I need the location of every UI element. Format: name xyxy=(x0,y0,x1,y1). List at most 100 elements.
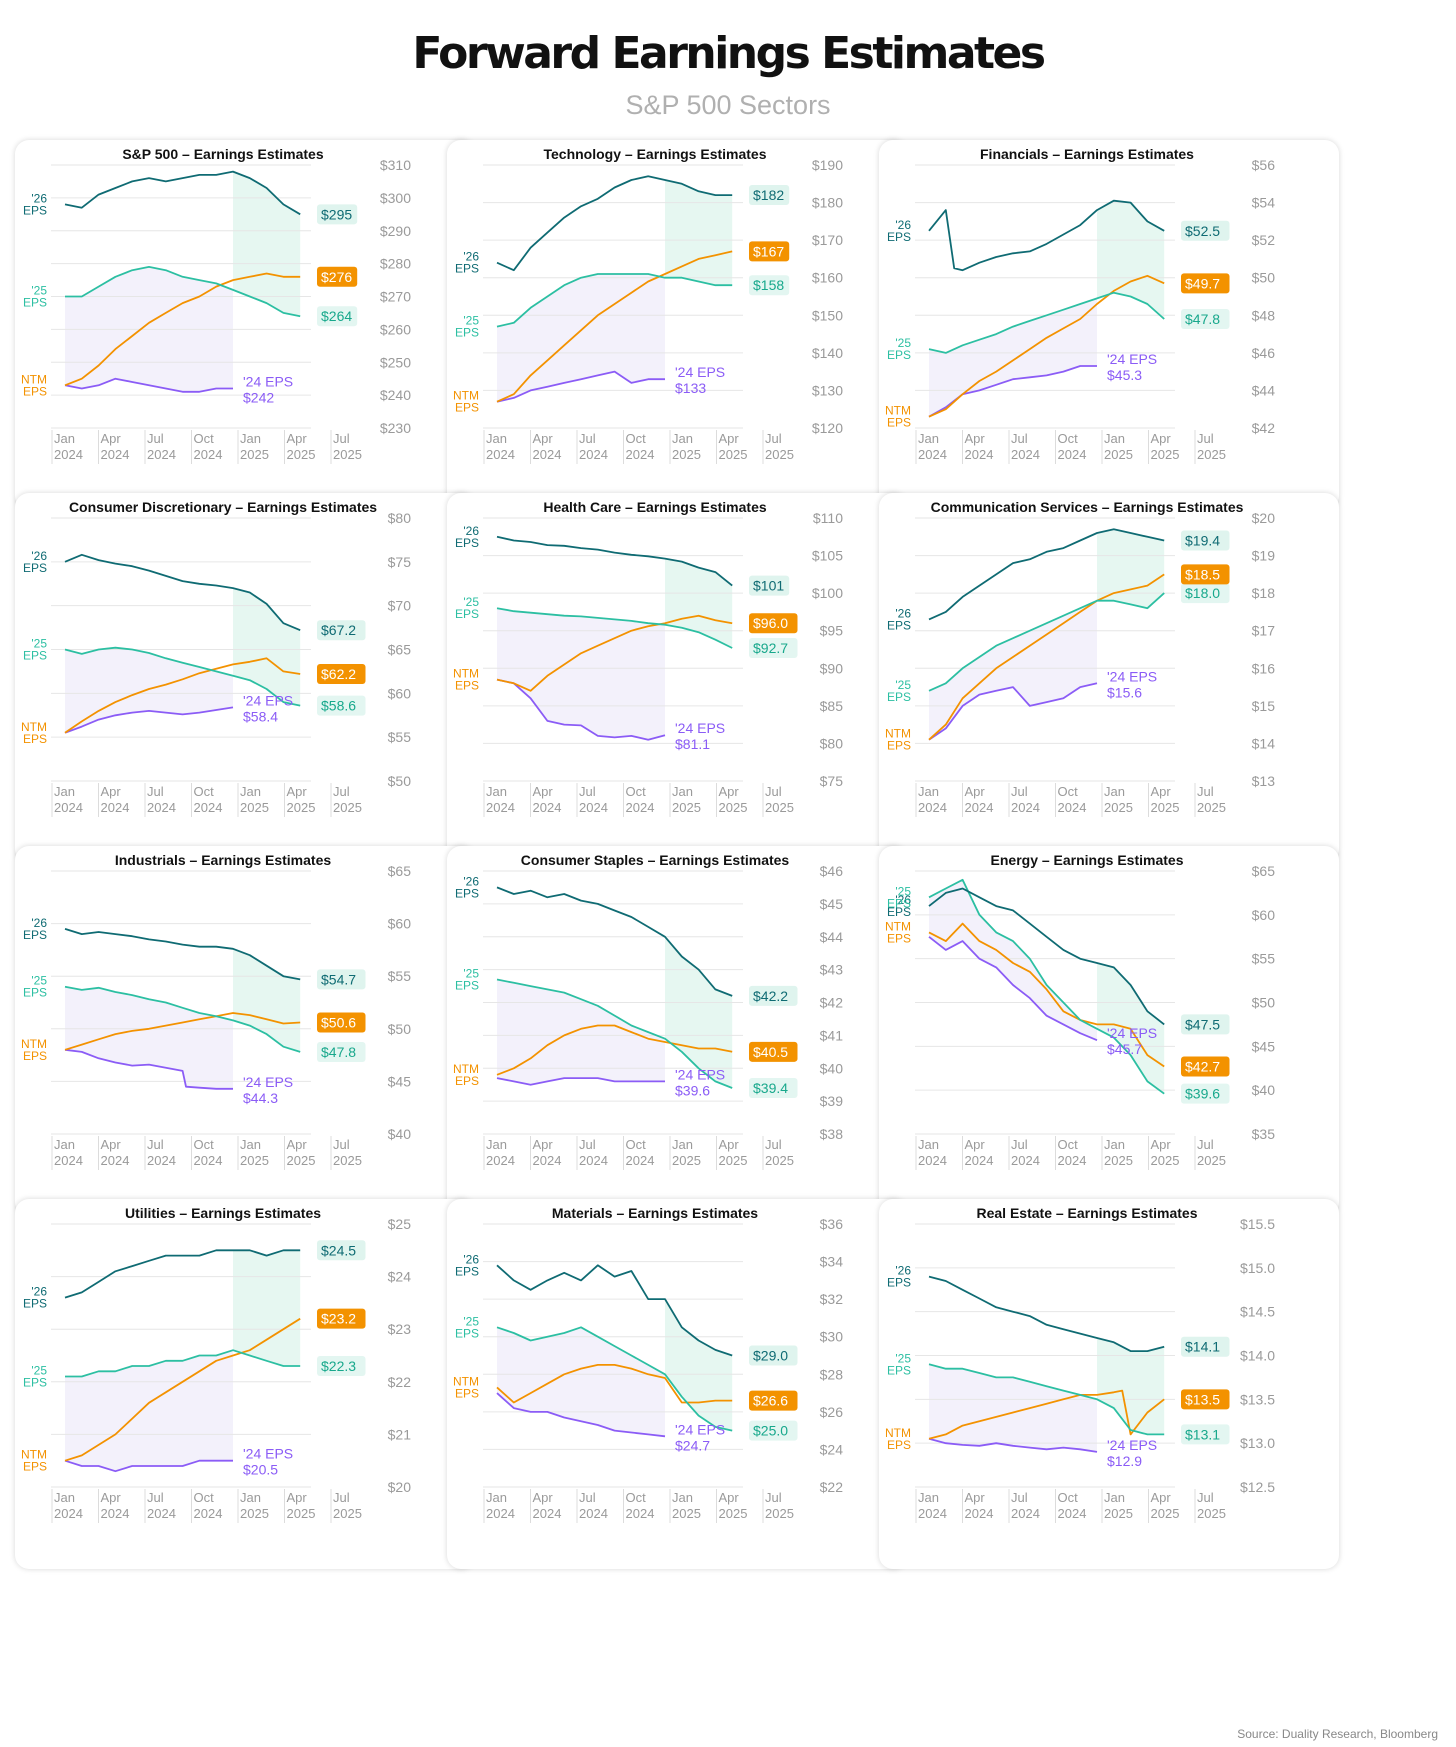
x-tick-month: Jan xyxy=(240,1490,261,1505)
end-label-box xyxy=(749,575,790,596)
series-start-label: '26 xyxy=(895,218,911,232)
series-line-ntm xyxy=(496,250,733,403)
x-tick-year: 2024 xyxy=(1011,800,1040,815)
end-label-24-title: '24 EPS xyxy=(1107,668,1157,684)
series-line-ntm xyxy=(496,1364,733,1404)
end-label: $92.7 xyxy=(753,640,788,656)
series-start-label: NTM xyxy=(453,667,479,681)
shade-green xyxy=(1097,200,1165,320)
y-tick-label: $50 xyxy=(1252,270,1276,286)
end-label: $45.3 xyxy=(1107,367,1142,383)
chart-card: Consumer Discretionary – Earnings Estima… xyxy=(15,493,475,863)
series-line-eps24 xyxy=(64,1048,233,1090)
series-start-label: '25 xyxy=(895,678,911,692)
y-tick-label: $14.0 xyxy=(1240,1348,1275,1364)
series-line-eps25 xyxy=(64,646,301,707)
chart-svg: Utilities – Earnings Estimates $25 $24 $23 $… xyxy=(21,1205,412,1523)
series-start-label: EPS xyxy=(887,348,911,362)
series-start-label: '25 xyxy=(895,884,911,898)
y-tick-label: $50 xyxy=(388,1021,412,1037)
x-tick-year: 2024 xyxy=(965,800,994,815)
series-start-label: NTM xyxy=(453,389,479,403)
series-start-label: NTM xyxy=(885,404,911,418)
series-line-eps26 xyxy=(928,1275,1165,1352)
y-tick-label: $14 xyxy=(1252,735,1276,751)
y-tick-label: $43 xyxy=(820,962,844,978)
x-tick-year: 2024 xyxy=(147,800,176,815)
y-tick-label: $300 xyxy=(380,190,411,206)
series-start-label: NTM xyxy=(885,1426,911,1440)
y-tick-label: $55 xyxy=(388,729,412,745)
series-start-label: EPS xyxy=(23,296,47,310)
chart-card: Utilities – Earnings Estimates $25 $24 $23 $… xyxy=(15,1199,475,1569)
series-line-eps26 xyxy=(64,928,301,981)
series-line-eps26 xyxy=(928,528,1165,621)
x-tick-year: 2025 xyxy=(240,447,269,462)
x-tick-year: 2025 xyxy=(1197,1506,1226,1521)
y-tick-label: $28 xyxy=(820,1366,844,1382)
y-tick-label: $310 xyxy=(380,157,411,173)
y-tick-label: $15.0 xyxy=(1240,1260,1275,1276)
end-label: $81.1 xyxy=(675,736,710,752)
x-tick-year: 2025 xyxy=(240,800,269,815)
end-label: $22.3 xyxy=(321,1358,356,1374)
chart-svg: Energy – Earnings Estimates $65 $60 $55 $50 $… xyxy=(885,852,1276,1170)
x-tick-month: Jan xyxy=(54,431,75,446)
y-tick-label: $35 xyxy=(1252,1126,1276,1142)
x-tick-year: 2025 xyxy=(333,1506,362,1521)
x-tick-month: Jan xyxy=(672,1137,693,1152)
series-start-label: NTM xyxy=(21,372,47,386)
x-tick-month: Jul xyxy=(1197,431,1214,446)
y-tick-label: $80 xyxy=(388,510,412,526)
x-tick-month: Oct xyxy=(626,431,647,446)
x-tick-year: 2024 xyxy=(194,447,223,462)
series-line-eps26 xyxy=(64,170,301,216)
end-label: $18.5 xyxy=(1185,566,1220,582)
y-tick-label: $32 xyxy=(820,1291,844,1307)
y-tick-label: $22 xyxy=(820,1479,844,1495)
series-line-eps24 xyxy=(64,377,233,393)
x-tick-year: 2024 xyxy=(626,447,655,462)
x-tick-year: 2024 xyxy=(101,1506,130,1521)
x-tick-year: 2024 xyxy=(101,800,130,815)
y-tick-label: $48 xyxy=(1252,307,1276,323)
x-tick-year: 2025 xyxy=(1151,447,1180,462)
x-tick-year: 2024 xyxy=(1058,447,1087,462)
end-label: $47.5 xyxy=(1185,1016,1220,1032)
x-tick-year: 2024 xyxy=(1011,447,1040,462)
y-tick-label: $34 xyxy=(820,1254,844,1270)
end-label-box xyxy=(749,185,790,206)
y-tick-label: $41 xyxy=(820,1027,844,1043)
x-tick-month: Apr xyxy=(1151,1137,1172,1152)
x-tick-year: 2024 xyxy=(486,800,515,815)
x-tick-year: 2025 xyxy=(672,447,701,462)
chart-svg: Health Care – Earnings Estimates $110 $105… xyxy=(453,499,843,817)
x-tick-year: 2024 xyxy=(194,800,223,815)
x-tick-month: Oct xyxy=(626,1137,647,1152)
end-label: $39.6 xyxy=(1185,1086,1220,1102)
series-line-eps25 xyxy=(496,978,733,1089)
series-start-label: EPS xyxy=(455,262,479,276)
series-start-label: NTM xyxy=(885,727,911,741)
x-tick-year: 2024 xyxy=(194,1506,223,1521)
y-tick-label: $42 xyxy=(1252,420,1276,436)
series-line-eps26 xyxy=(496,1264,733,1357)
end-label-box xyxy=(1181,309,1230,330)
y-tick-label: $25 xyxy=(388,1216,412,1232)
x-tick-year: 2025 xyxy=(719,1506,748,1521)
chart-card: Financials – Earnings Estimates $56 $54 $52… xyxy=(879,140,1339,510)
series-line-eps26 xyxy=(928,887,1165,1026)
end-label: $15.6 xyxy=(1107,684,1142,700)
y-tick-label: $23 xyxy=(388,1321,412,1337)
chart-card: Communication Services – Earnings Estima… xyxy=(879,493,1339,863)
x-tick-month: Apr xyxy=(101,431,122,446)
x-tick-year: 2024 xyxy=(533,1153,562,1168)
series-start-label: EPS xyxy=(887,931,911,945)
x-tick-year: 2024 xyxy=(194,1153,223,1168)
series-start-label: EPS xyxy=(455,1074,479,1088)
series-line-eps26 xyxy=(64,553,301,632)
x-tick-month: Jan xyxy=(1104,1490,1125,1505)
shade-green xyxy=(665,558,733,648)
y-tick-label: $65 xyxy=(388,863,412,879)
